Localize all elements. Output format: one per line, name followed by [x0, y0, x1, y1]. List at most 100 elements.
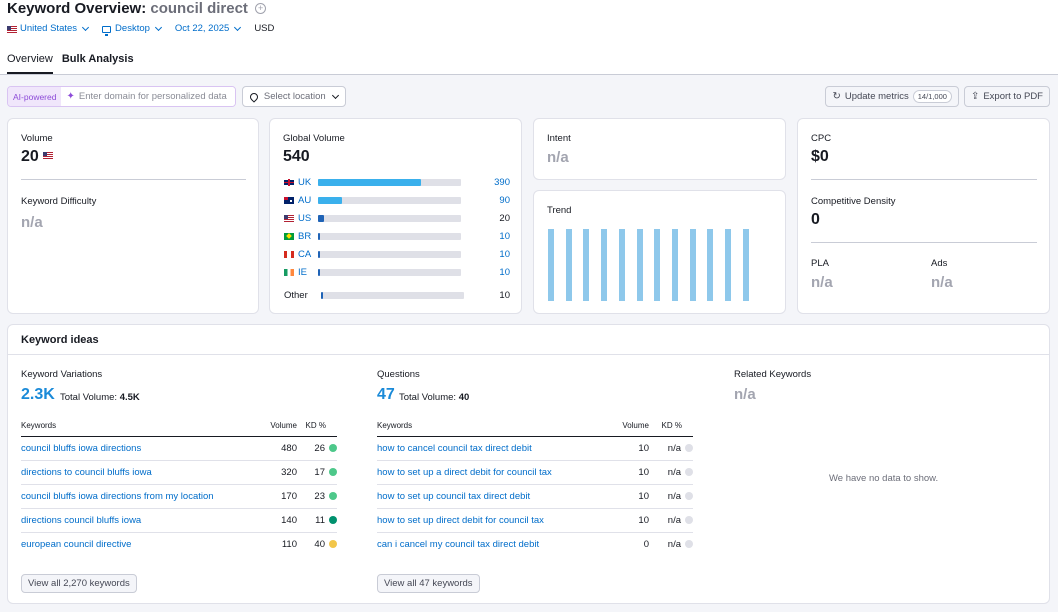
kd-cell: 11 — [297, 508, 337, 533]
toolbar-right: ↻ Update metrics 14/1,000 ⇪ Export to PD… — [825, 86, 1050, 107]
kd-dot — [329, 516, 337, 524]
keyword-variations-count[interactable]: 2.3K — [21, 386, 55, 403]
volume-bar-fill — [318, 232, 321, 240]
trend-card: Trend — [533, 190, 786, 314]
us-flag-icon — [7, 25, 17, 33]
location-select[interactable]: Select location — [241, 86, 346, 107]
intent-card: Intent n/a — [533, 118, 786, 180]
volume-cell: 320 — [247, 460, 297, 485]
divider — [811, 242, 1037, 243]
related-keywords-label: Related Keywords — [734, 369, 812, 380]
trend-bar — [583, 229, 590, 301]
global-volume-value: 540 — [283, 148, 310, 165]
view-all-variations-button[interactable]: View all 2,270 keywords — [21, 574, 137, 593]
volume-cell: 0 — [643, 538, 649, 550]
trend-bar — [654, 229, 661, 301]
keyword-title: council direct — [150, 0, 248, 17]
date-selector[interactable]: Oct 22, 2025 — [175, 22, 242, 36]
global-volume-card: Global Volume 540 UK 390 AU 90 US 20 BR … — [269, 118, 522, 314]
country-row-us: US 20 — [284, 212, 510, 224]
export-pdf-button[interactable]: ⇪ Export to PDF — [963, 86, 1050, 107]
kd-label: Keyword Difficulty — [21, 196, 97, 207]
trend-chart — [548, 229, 764, 301]
column-header-kd: KD % — [297, 416, 337, 437]
keyword-link[interactable]: can i cancel my council tax direct debit — [377, 538, 540, 550]
keyword-link[interactable]: how to cancel council tax direct debit — [377, 436, 603, 461]
currency-label: USD — [254, 23, 275, 34]
table-row: how to set up direct debit for council t… — [377, 508, 693, 533]
domain-field-group: AI-powered ✦ — [7, 86, 236, 107]
trend-bar — [618, 229, 625, 301]
column-header-volume: Volume — [603, 416, 649, 437]
country-row-ca[interactable]: CA 10 — [284, 248, 510, 260]
cpc-value: $0 — [811, 148, 829, 165]
table-row: how to set up a direct debit for council… — [377, 460, 693, 485]
trend-bar — [636, 229, 643, 301]
volume-cell: 10 — [603, 460, 649, 485]
keyword-link[interactable]: how to set up direct debit for council t… — [377, 508, 603, 533]
table-row: council bluffs iowa directions from my l… — [21, 484, 337, 509]
table-row: directions council bluffs iowa 140 11 — [21, 508, 337, 533]
kd-dot — [685, 492, 693, 500]
volume-bar-fill — [318, 214, 324, 222]
table-row: directions to council bluffs iowa 320 17 — [21, 460, 337, 485]
volume-cell: 110 — [281, 538, 297, 550]
volume-bar-fill — [321, 291, 324, 299]
keyword-variations-table: Keywords Volume KD % council bluffs iowa… — [21, 416, 337, 556]
volume-bar — [321, 291, 464, 299]
divider — [811, 179, 1037, 180]
desktop-icon — [102, 25, 112, 36]
trend-bar — [689, 229, 696, 301]
keyword-ideas-card: Keyword ideas Keyword Variations 2.3K To… — [7, 324, 1050, 604]
volume-cell: 140 — [247, 508, 297, 533]
location-pin-icon — [248, 90, 260, 103]
br-flag-icon — [284, 232, 294, 240]
tab-bulk-analysis[interactable]: Bulk Analysis — [61, 53, 134, 65]
country-selector[interactable]: United States — [7, 22, 90, 36]
competitive-density-value: 0 — [811, 211, 820, 228]
cpc-card: CPC $0 Competitive Density 0 PLA n/a Ads… — [797, 118, 1050, 314]
volume-bar — [318, 196, 461, 204]
keyword-ideas-title: Keyword ideas — [21, 334, 99, 346]
divider — [21, 179, 246, 180]
refresh-icon: ↻ — [832, 91, 841, 102]
keyword-link[interactable]: council bluffs iowa directions — [21, 436, 247, 461]
keyword-link[interactable]: directions to council bluffs iowa — [21, 460, 247, 485]
volume-label: Volume — [21, 133, 53, 144]
view-all-questions-button[interactable]: View all 47 keywords — [377, 574, 480, 593]
cpc-label: CPC — [811, 133, 832, 144]
tab-overview[interactable]: Overview — [7, 52, 53, 74]
ca-flag-icon — [284, 250, 294, 258]
no-data-message: We have no data to show. — [829, 473, 939, 484]
keyword-link[interactable]: council bluffs iowa directions from my l… — [21, 484, 247, 509]
trend-bar — [742, 229, 749, 301]
keyword-link[interactable]: how to set up a direct debit for council… — [377, 460, 603, 485]
keyword-link[interactable]: directions council bluffs iowa — [21, 508, 247, 533]
device-selector[interactable]: Desktop — [102, 22, 162, 36]
table-row: can i cancel my council tax direct debit… — [377, 532, 693, 556]
domain-input[interactable] — [74, 87, 235, 106]
column-header-kd: KD % — [649, 416, 693, 437]
volume-bar — [318, 232, 461, 240]
trend-bar — [707, 229, 714, 301]
ads-label: Ads — [931, 258, 948, 269]
kd-cell: 23 — [297, 484, 337, 509]
country-row-ie[interactable]: IE 10 — [284, 266, 510, 278]
update-metrics-button[interactable]: ↻ Update metrics 14/1,000 — [825, 86, 959, 107]
ai-powered-badge: AI-powered — [8, 87, 62, 106]
us-flag-icon — [43, 152, 54, 159]
keyword-link[interactable]: european council directive — [21, 538, 132, 550]
kd-cell: n/a — [649, 460, 693, 485]
country-row-br[interactable]: BR 10 — [284, 230, 510, 242]
related-keywords-value: n/a — [734, 386, 756, 403]
sparkle-icon: ✦ — [66, 91, 75, 102]
country-row-uk[interactable]: UK 390 — [284, 176, 510, 188]
country-row-au[interactable]: AU 90 — [284, 194, 510, 206]
volume-bar — [318, 250, 461, 258]
keyword-link[interactable]: how to set up council tax direct debit — [377, 484, 603, 509]
questions-count[interactable]: 47 — [377, 386, 395, 403]
kd-cell: 26 — [297, 436, 337, 461]
plus-circle-icon[interactable]: + — [255, 3, 267, 14]
intent-label: Intent — [547, 133, 571, 144]
volume-bar-fill — [318, 196, 343, 204]
